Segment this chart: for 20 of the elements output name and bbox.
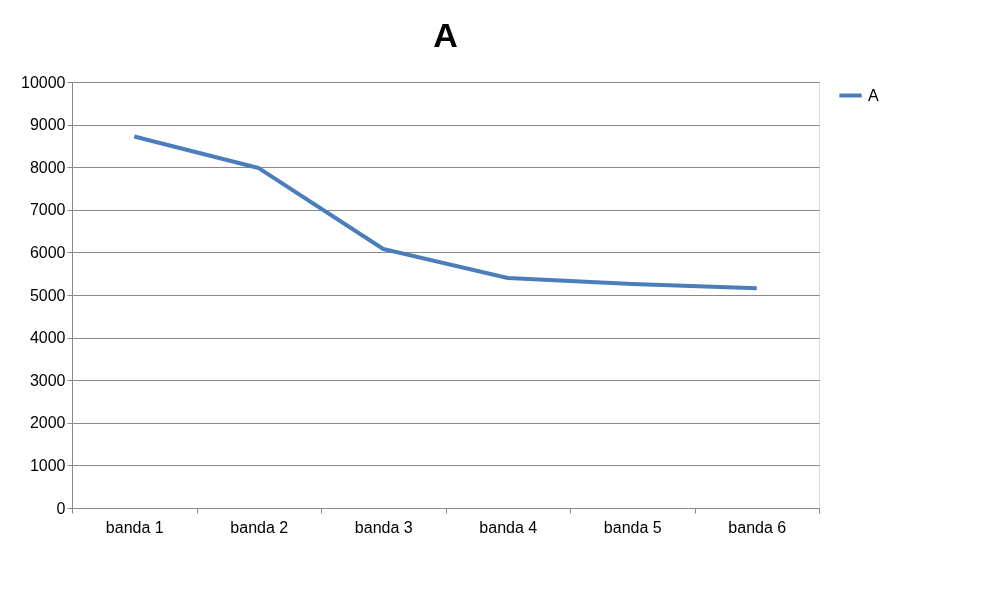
x-tick-label: banda 4 — [479, 518, 538, 536]
x-tick-label: banda 5 — [603, 518, 662, 536]
y-tick-label: 3000 — [29, 371, 66, 389]
y-tick-label: 7000 — [29, 201, 66, 219]
y-tick-label: 2000 — [29, 414, 66, 432]
y-tick-label: 8000 — [29, 158, 66, 176]
line-series — [132, 134, 759, 291]
x-tick-label: banda 6 — [728, 518, 787, 536]
y-tick-label: 10000 — [21, 73, 66, 91]
y-tick-label: 1000 — [29, 456, 66, 474]
legend-label: A — [868, 86, 879, 104]
x-tick-label: banda 2 — [230, 518, 289, 536]
y-tick-label: 0 — [56, 499, 66, 517]
chart-title: A — [433, 16, 458, 54]
y-tick-label: 5000 — [29, 286, 66, 304]
y-tick-label: 9000 — [29, 116, 66, 134]
x-tick-label: banda 1 — [105, 518, 164, 536]
y-tick-label: 6000 — [29, 243, 66, 261]
y-tick-label: 4000 — [29, 329, 66, 347]
x-tick-label: banda 3 — [354, 518, 413, 536]
